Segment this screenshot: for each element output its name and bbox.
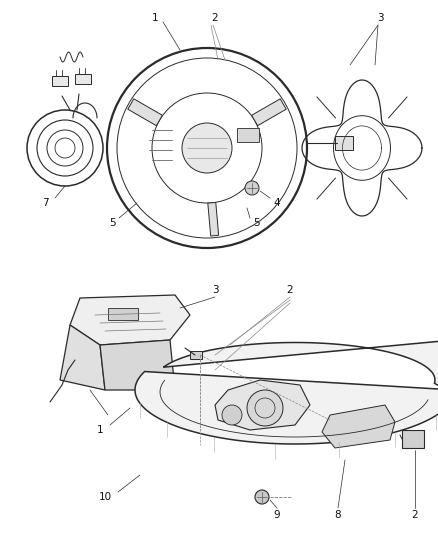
Polygon shape	[135, 340, 438, 444]
Circle shape	[255, 490, 269, 504]
Text: 5: 5	[109, 218, 115, 228]
Text: 3: 3	[377, 13, 383, 23]
Text: 1: 1	[152, 13, 158, 23]
FancyBboxPatch shape	[190, 351, 202, 359]
Circle shape	[182, 123, 232, 173]
Circle shape	[245, 181, 259, 195]
Text: 5: 5	[254, 218, 260, 228]
Polygon shape	[60, 325, 105, 390]
Polygon shape	[208, 203, 219, 236]
Text: 2: 2	[287, 285, 293, 295]
FancyBboxPatch shape	[335, 136, 353, 150]
FancyBboxPatch shape	[237, 128, 259, 142]
FancyBboxPatch shape	[75, 74, 91, 84]
Text: 2: 2	[212, 13, 218, 23]
Text: 1: 1	[97, 425, 103, 435]
FancyBboxPatch shape	[108, 308, 138, 320]
Circle shape	[247, 390, 283, 426]
Polygon shape	[128, 99, 162, 126]
Text: 10: 10	[99, 492, 112, 502]
Polygon shape	[70, 295, 190, 345]
Text: 3: 3	[212, 285, 218, 295]
Circle shape	[222, 405, 242, 425]
Text: 2: 2	[412, 510, 418, 520]
Text: 9: 9	[274, 510, 280, 520]
Text: 8: 8	[335, 510, 341, 520]
Polygon shape	[215, 380, 310, 430]
Text: 4: 4	[274, 198, 280, 208]
FancyBboxPatch shape	[402, 430, 424, 448]
FancyBboxPatch shape	[52, 76, 68, 86]
Text: 7: 7	[42, 198, 48, 208]
Polygon shape	[100, 340, 175, 390]
Polygon shape	[322, 405, 395, 448]
Polygon shape	[252, 99, 286, 126]
